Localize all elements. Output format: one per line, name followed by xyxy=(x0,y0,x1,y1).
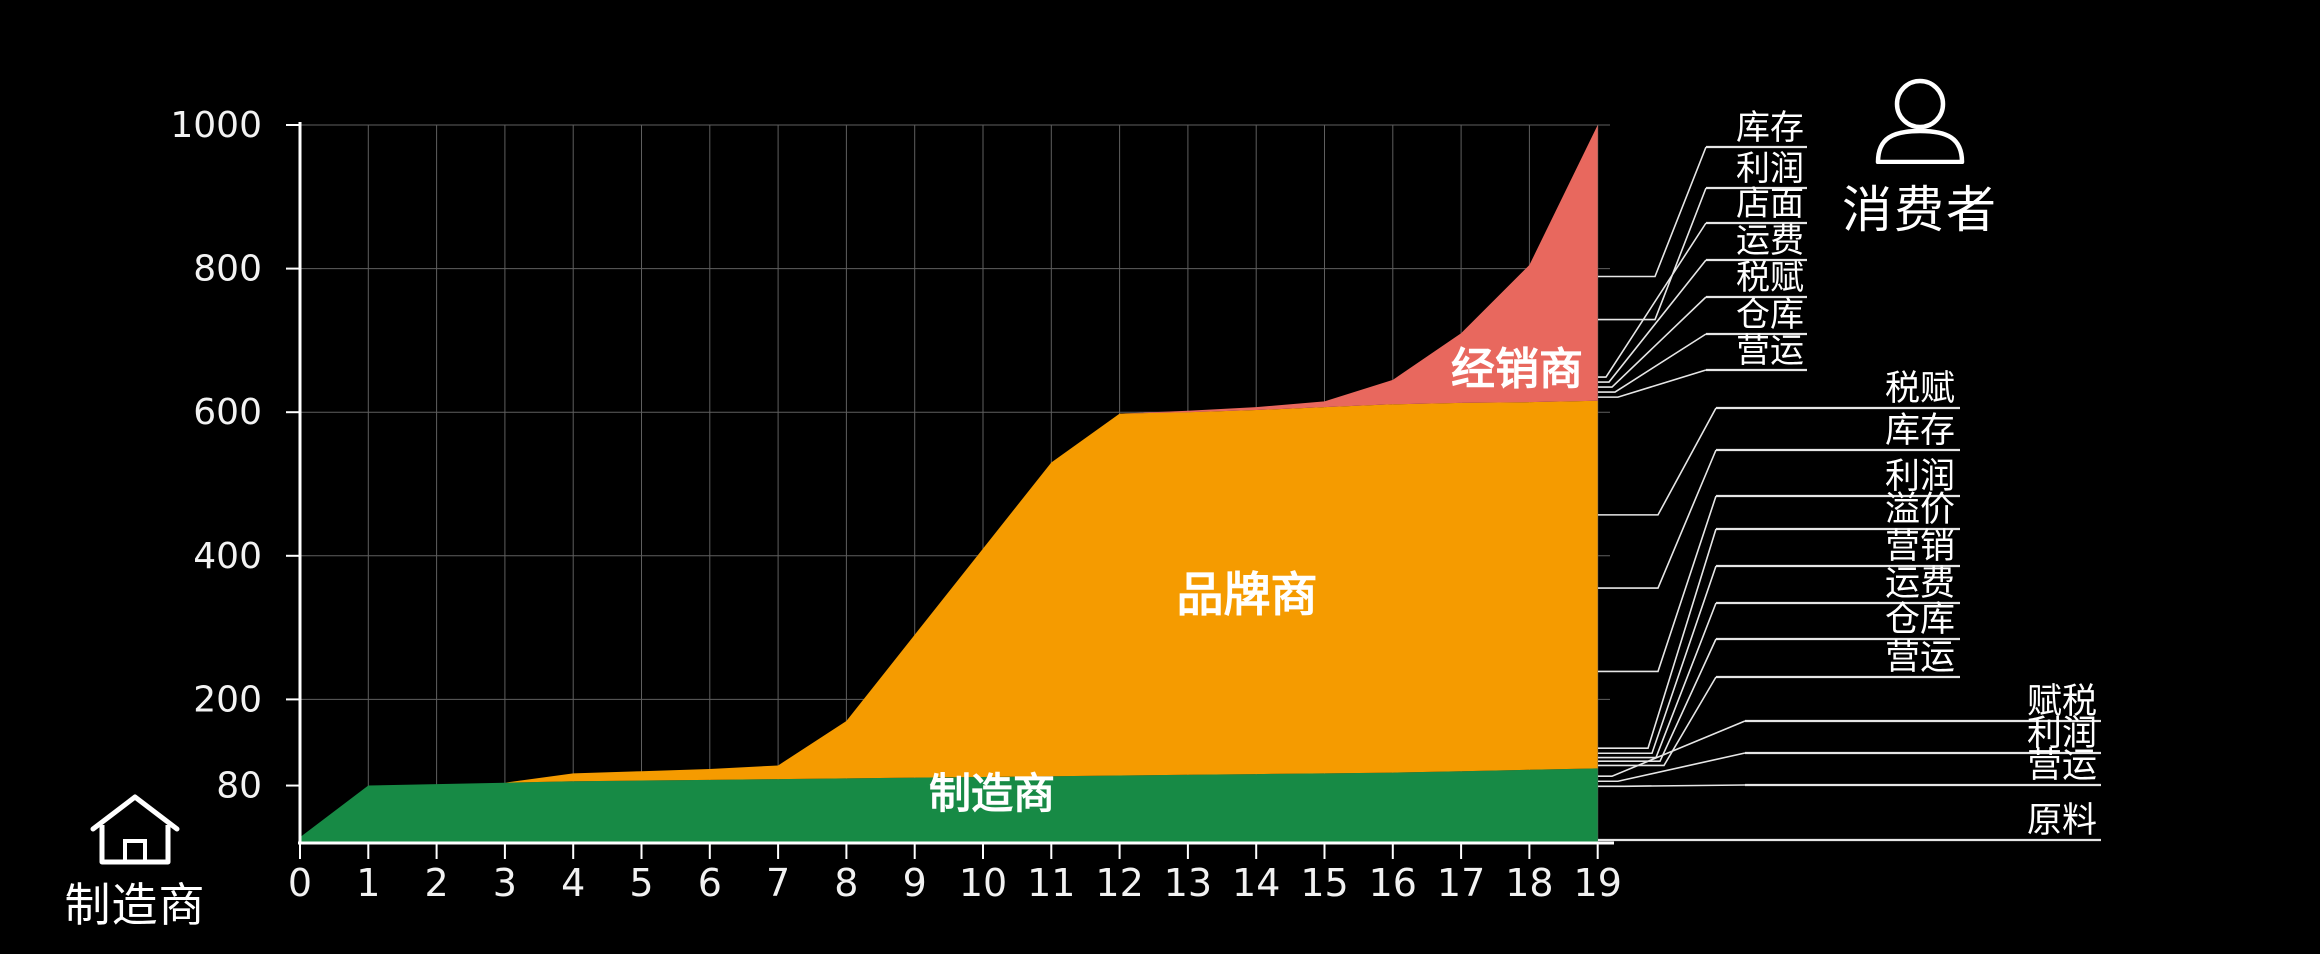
callout-label: 仓库 xyxy=(1885,600,1955,640)
callout-label: 库存 xyxy=(1885,411,1955,451)
y-tick-label: 400 xyxy=(193,536,262,577)
callout-line xyxy=(1598,720,1746,778)
callout-line xyxy=(1598,495,1717,673)
y-tick-label: 80 xyxy=(216,766,262,807)
x-tick-label: 19 xyxy=(1574,861,1622,905)
x-tick-label: 12 xyxy=(1095,861,1143,905)
x-tick-label: 17 xyxy=(1437,861,1485,905)
callout-line xyxy=(1598,296,1707,388)
callout-line xyxy=(1598,565,1717,755)
manufacturer-house-icon xyxy=(90,794,180,865)
callout-label: 营运 xyxy=(2027,746,2097,786)
y-tick-label: 600 xyxy=(193,392,262,433)
x-tick-label: 11 xyxy=(1027,861,1075,905)
callout-line xyxy=(1598,752,1746,783)
callout-label: 利润 xyxy=(1885,457,1955,497)
callout-label: 店面 xyxy=(1736,184,1804,224)
callout-label: 税赋 xyxy=(1885,369,1955,409)
callout-line xyxy=(1598,638,1717,762)
callout-line xyxy=(1598,407,1717,516)
area-label-manufacturer: 制造商 xyxy=(929,769,1055,818)
callout-label: 营销 xyxy=(1885,527,1955,567)
x-tick-label: 6 xyxy=(698,861,722,905)
x-tick-label: 2 xyxy=(425,861,449,905)
callout-label: 利润 xyxy=(1736,149,1804,189)
callout-label: 运费 xyxy=(1736,221,1804,261)
callout-label: 利润 xyxy=(2027,714,2097,754)
x-tick-label: 10 xyxy=(959,861,1007,905)
consumer-person-icon xyxy=(1875,78,1965,164)
y-tick-label: 800 xyxy=(193,249,262,290)
x-tick-label: 1 xyxy=(356,861,380,905)
x-tick-label: 9 xyxy=(903,861,927,905)
callout-label: 赋税 xyxy=(2027,682,2097,722)
callout-line xyxy=(1598,449,1717,589)
x-tick-label: 3 xyxy=(493,861,517,905)
callout-label: 仓库 xyxy=(1736,295,1804,335)
callout-label: 原料 xyxy=(2027,801,2097,841)
y-tick-label: 1000 xyxy=(170,105,262,146)
x-tick-label: 14 xyxy=(1232,861,1280,905)
x-tick-label: 15 xyxy=(1300,861,1348,905)
manufacturer-label: 制造商 xyxy=(64,878,206,932)
y-tick-label: 200 xyxy=(193,679,262,720)
callout-line xyxy=(1598,146,1707,278)
callout-line xyxy=(1598,333,1707,393)
callout-label: 营运 xyxy=(1736,331,1804,371)
callout-label: 溢价 xyxy=(1885,490,1955,530)
callout-line xyxy=(1598,259,1707,383)
area-label-distributor: 经销商 xyxy=(1451,344,1583,395)
area-distributor xyxy=(1119,125,1598,414)
consumer-endpoint: 消费者 xyxy=(1824,76,2016,242)
callout-label: 运费 xyxy=(1885,564,1955,604)
x-tick-label: 0 xyxy=(288,861,312,905)
manufacturer-endpoint: 制造商 xyxy=(40,793,230,935)
x-tick-label: 13 xyxy=(1164,861,1212,905)
callout-label: 库存 xyxy=(1736,108,1804,148)
callout-line xyxy=(1598,222,1707,378)
callout-line xyxy=(1598,602,1717,759)
area-label-brand: 品牌商 xyxy=(1177,568,1318,623)
area-brand xyxy=(504,400,1598,783)
callout-line xyxy=(1598,784,1746,788)
callout-line xyxy=(1598,369,1707,398)
callout-line xyxy=(1598,528,1717,750)
area-manufacturer xyxy=(300,768,1598,843)
callout-label: 税赋 xyxy=(1736,258,1804,298)
x-tick-label: 18 xyxy=(1505,861,1553,905)
x-tick-label: 5 xyxy=(629,861,653,905)
callout-line xyxy=(1598,187,1707,321)
consumer-label: 消费者 xyxy=(1842,181,1998,239)
callout-line xyxy=(1598,676,1717,767)
callout-label: 营运 xyxy=(1885,638,1955,678)
x-tick-label: 8 xyxy=(834,861,858,905)
x-tick-label: 4 xyxy=(561,861,585,905)
x-tick-label: 16 xyxy=(1369,861,1417,905)
x-tick-label: 7 xyxy=(766,861,790,905)
